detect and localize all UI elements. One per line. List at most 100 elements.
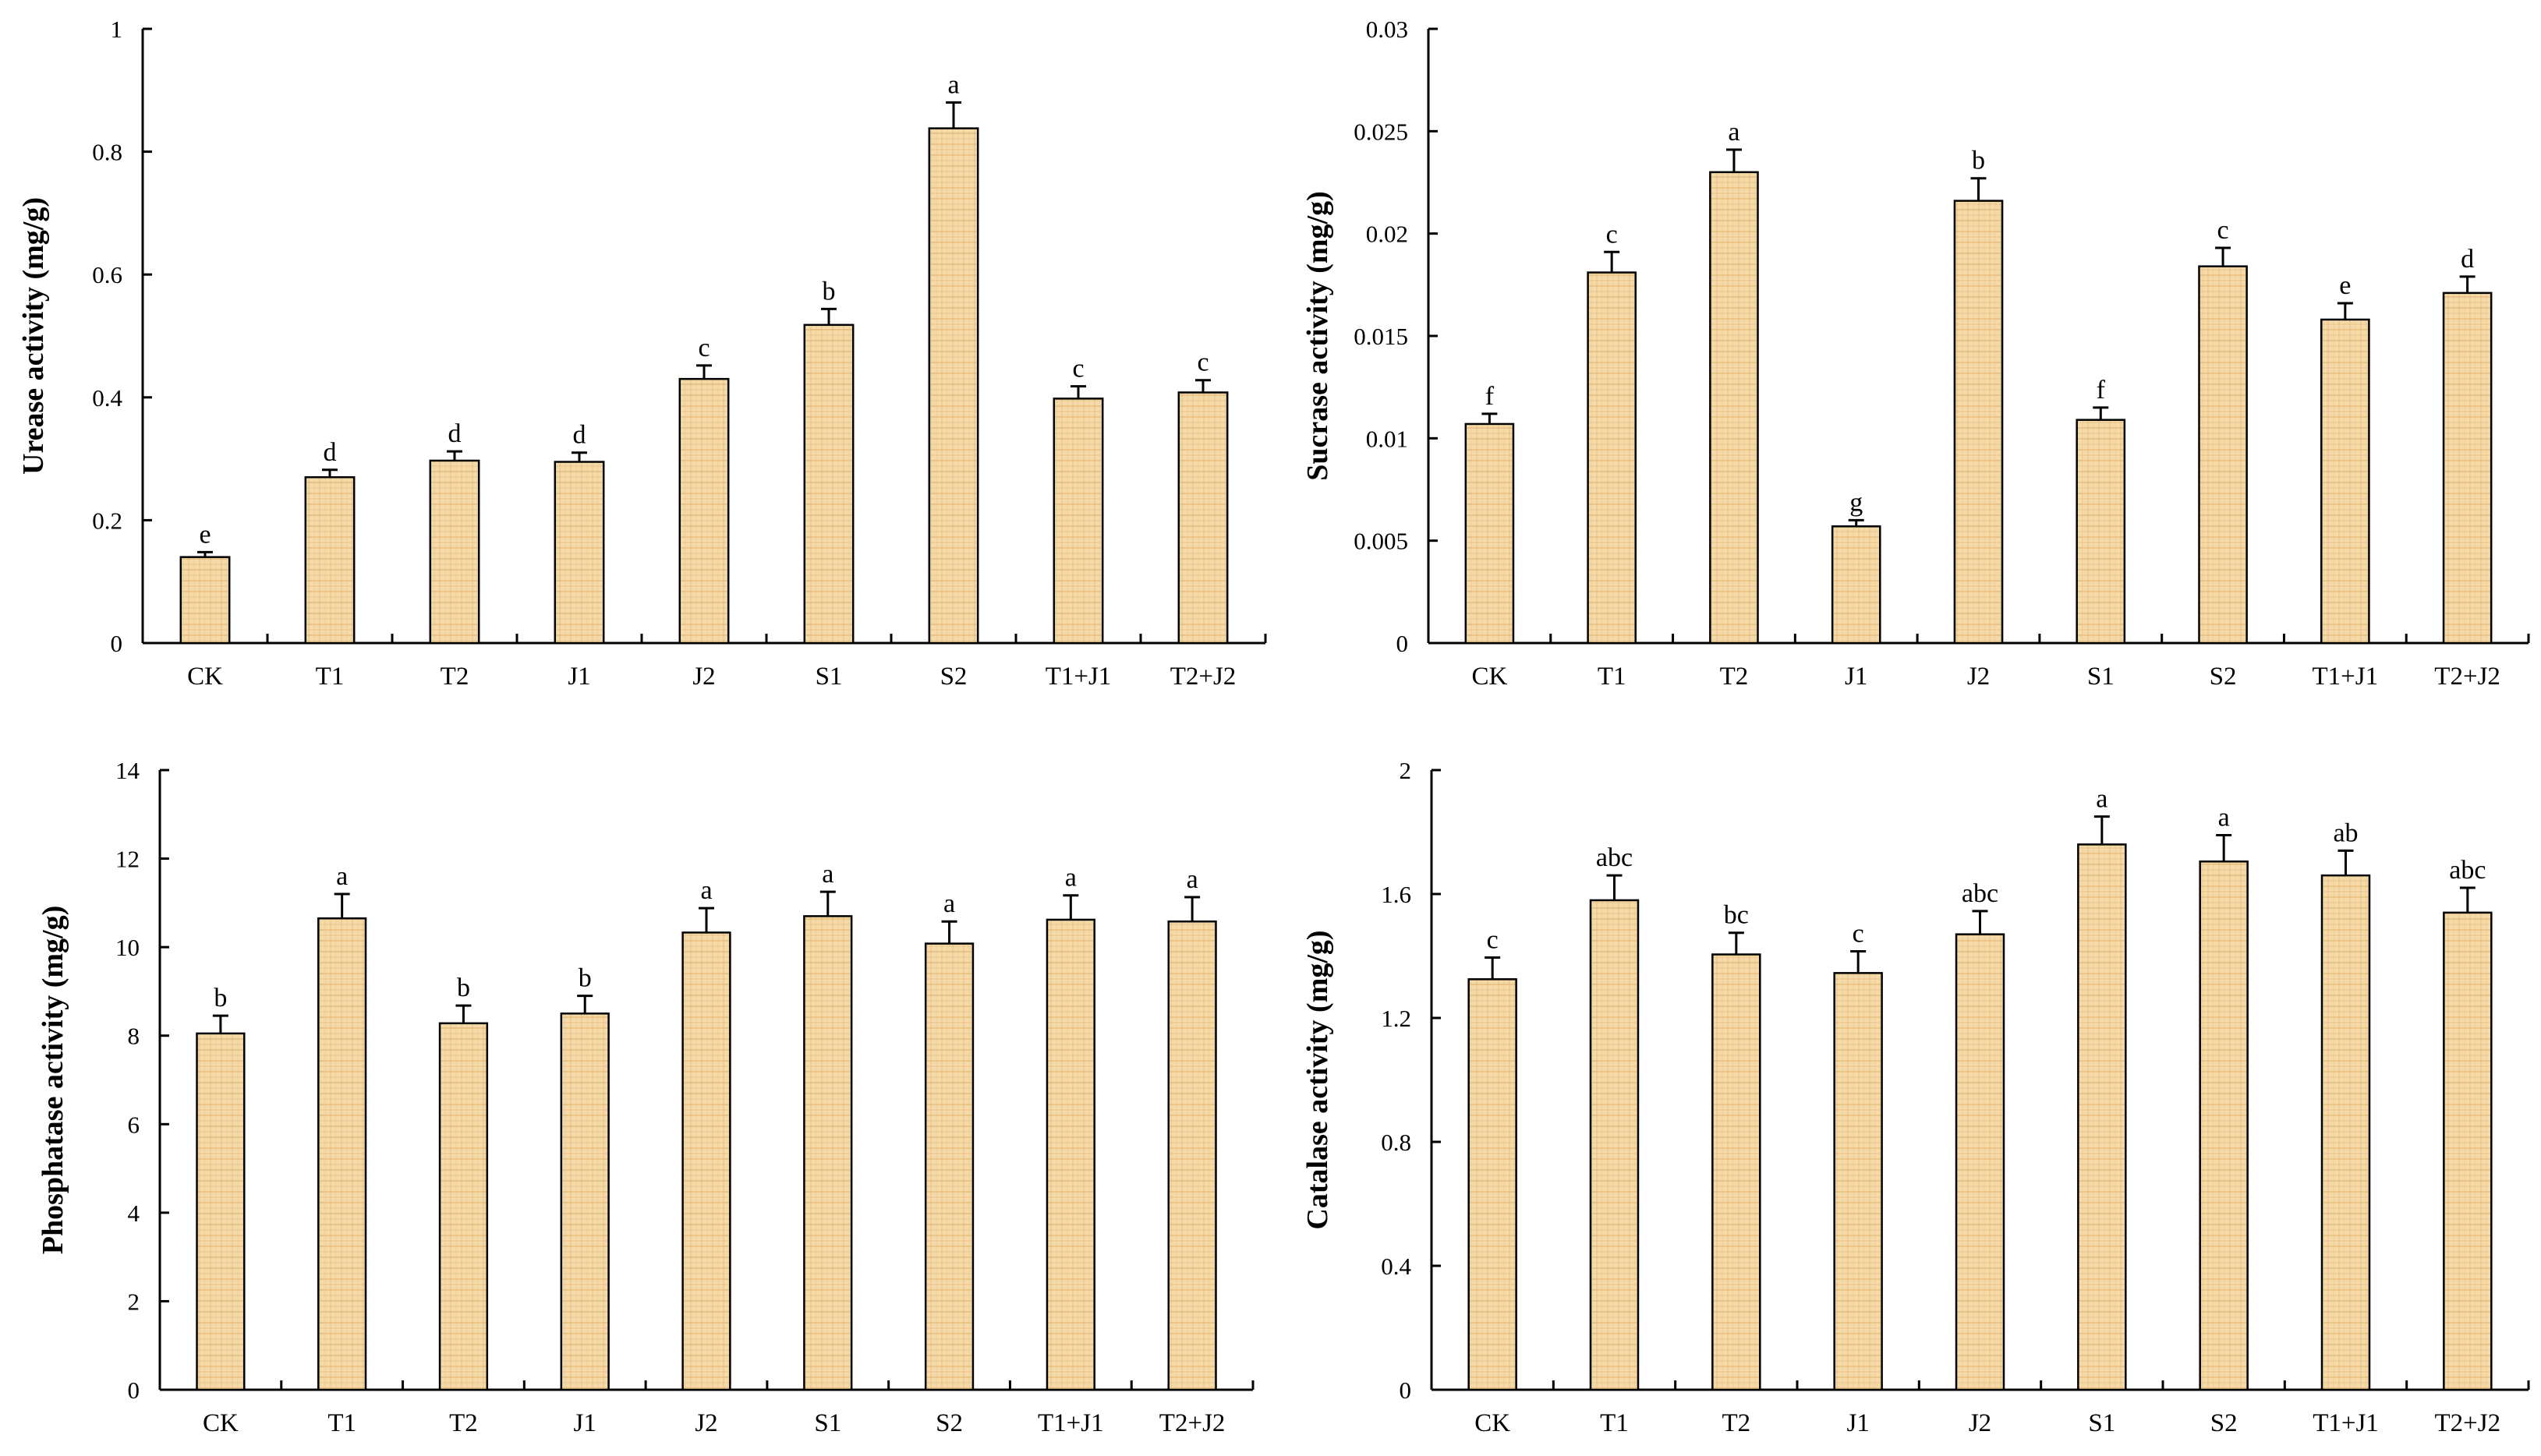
bar: [2077, 843, 2127, 1391]
significance-label: ab: [2333, 818, 2358, 847]
bar: [1587, 271, 1637, 645]
bar: [1464, 422, 1515, 645]
bar: [1955, 933, 2005, 1391]
bar: [1177, 391, 1229, 645]
category-label: J1: [574, 1409, 596, 1437]
bar: [438, 1022, 489, 1391]
significance-label: d: [448, 419, 462, 448]
y-tick-label: 0: [128, 1376, 140, 1404]
y-tick-label: 0.03: [1366, 16, 1408, 43]
significance-label: d: [2461, 245, 2474, 274]
category-label: S1: [2087, 663, 2115, 691]
bar: [554, 461, 605, 645]
significance-label: b: [1972, 147, 1985, 175]
y-tick-label: 0: [1400, 1376, 1412, 1404]
bar: [304, 475, 356, 645]
significance-label: abc: [1962, 879, 1998, 908]
bar: [560, 1012, 610, 1391]
phosphatase-chart: 0 2 4 6 8 10 12 14 b CK a T1 b T2 b J1 a J2 a S1 a S2 a T1+J1 a T…: [37, 757, 1255, 1437]
significance-label: a: [943, 889, 955, 918]
significance-label: bc: [1724, 901, 1749, 930]
category-label: T2: [441, 663, 469, 691]
significance-label: d: [324, 438, 337, 467]
y-axis-title: Catalase activity (mg/g): [1301, 930, 1334, 1229]
y-tick-label: 0.01: [1366, 425, 1408, 452]
category-label: T2: [449, 1409, 478, 1437]
significance-label: e: [2339, 271, 2351, 300]
y-tick-label: 14: [115, 757, 140, 784]
significance-label: c: [698, 334, 710, 362]
category-label: T2+J2: [2435, 1409, 2501, 1437]
y-axis-title: Sucrase activity (mg/g): [1301, 191, 1334, 480]
significance-label: a: [1065, 864, 1077, 892]
bar: [1053, 398, 1104, 645]
category-label: T1+J1: [1046, 663, 1112, 691]
bar: [678, 377, 730, 645]
category-label: J1: [568, 663, 590, 691]
significance-label: b: [579, 964, 592, 993]
category-label: S2: [2210, 1409, 2238, 1437]
significance-label: c: [1072, 355, 1084, 383]
category-label: T2+J2: [1170, 663, 1237, 691]
y-tick-label: 4: [128, 1200, 140, 1227]
category-label: S1: [2088, 1409, 2115, 1437]
y-tick-label: 0.4: [1381, 1253, 1411, 1280]
y-tick-label: 0.005: [1354, 528, 1408, 555]
significance-label: a: [336, 862, 348, 891]
y-axis-title: Urease activity (mg/g): [17, 197, 50, 475]
bar: [179, 556, 231, 645]
significance-label: c: [1853, 920, 1864, 949]
category-label: CK: [1471, 663, 1507, 691]
y-tick-label: 0: [1396, 630, 1409, 657]
significance-label: a: [822, 860, 833, 889]
y-tick-label: 2: [128, 1288, 140, 1315]
significance-label: a: [2096, 785, 2107, 814]
significance-label: g: [1849, 488, 1863, 517]
bar: [1046, 918, 1095, 1391]
category-label: T2+J2: [1159, 1409, 1226, 1437]
bar: [429, 459, 480, 645]
significance-label: c: [1606, 220, 1618, 249]
y-tick-label: 12: [115, 846, 140, 873]
category-label: J2: [692, 663, 715, 691]
bar: [928, 127, 979, 645]
category-label: J2: [1969, 1409, 1991, 1437]
bar: [2320, 874, 2371, 1391]
category-label: CK: [203, 1409, 239, 1437]
y-tick-label: 0.025: [1354, 118, 1408, 145]
significance-label: b: [823, 277, 836, 306]
category-label: S1: [816, 663, 843, 691]
significance-label: a: [1728, 118, 1739, 147]
significance-label: c: [1197, 348, 1209, 377]
y-tick-label: 0.02: [1366, 221, 1408, 248]
bar: [1953, 200, 2004, 645]
category-label: T2: [1722, 1409, 1750, 1437]
bar: [803, 915, 853, 1391]
y-tick-label: 0.2: [92, 507, 122, 534]
y-tick-label: 0.8: [92, 139, 122, 166]
bar: [2198, 265, 2248, 645]
category-label: J1: [1846, 1409, 1869, 1437]
bar: [2199, 861, 2249, 1391]
category-label: T1+J1: [1038, 1409, 1104, 1437]
bar: [317, 917, 367, 1391]
significance-label: abc: [2449, 856, 2486, 885]
significance-label: f: [1485, 382, 1495, 411]
bar: [196, 1032, 246, 1391]
bar: [2320, 318, 2370, 645]
bar: [1831, 525, 1881, 645]
category-label: CK: [187, 663, 223, 691]
y-tick-label: 0.6: [92, 261, 122, 288]
category-label: J2: [695, 1409, 717, 1437]
bar: [924, 942, 975, 1391]
category-label: J1: [1845, 663, 1867, 691]
significance-label: c: [1487, 925, 1499, 954]
category-label: CK: [1474, 1409, 1510, 1437]
significance-label: e: [199, 520, 211, 549]
y-tick-label: 6: [128, 1111, 140, 1138]
bar: [2443, 911, 2493, 1391]
y-axis-title: Phosphatase activity (mg/g): [37, 906, 69, 1255]
significance-label: a: [2218, 803, 2230, 832]
y-tick-label: 2: [1400, 757, 1412, 784]
